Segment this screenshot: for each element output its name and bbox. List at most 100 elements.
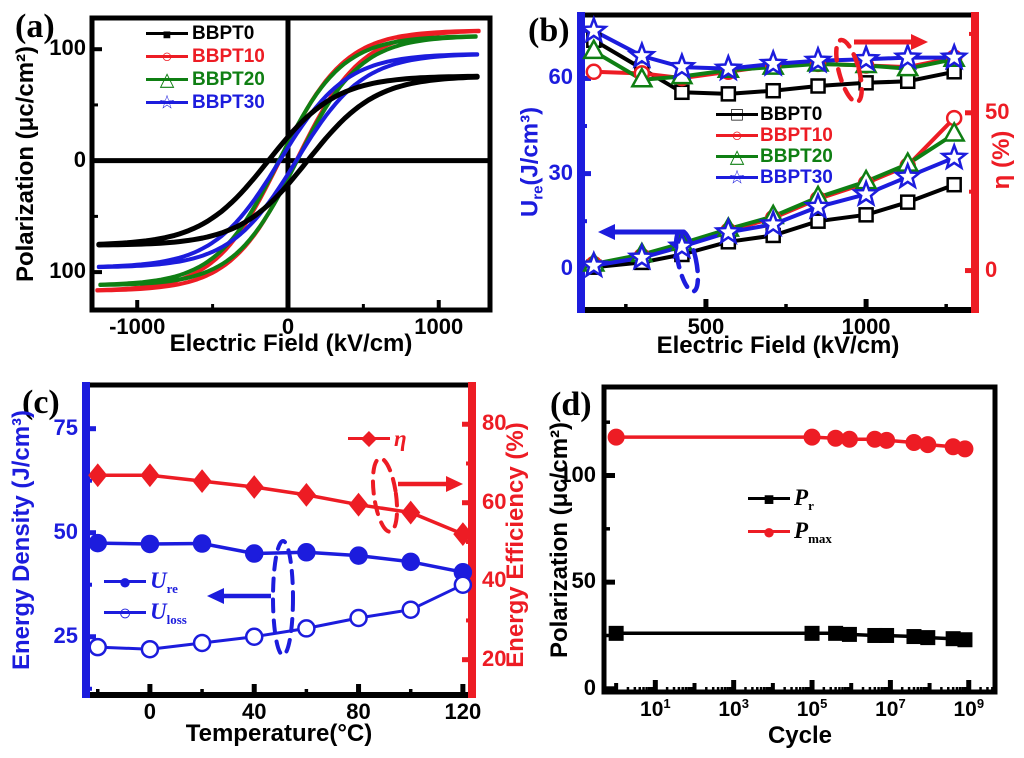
legend-label: η — [394, 425, 407, 451]
legend-item-bbpt20: △ BBPT20 — [716, 146, 833, 167]
panel-b-letter: (b) — [528, 12, 570, 49]
circle-open-icon: ○ — [716, 126, 758, 146]
legend-label: U — [150, 598, 167, 624]
panel-d-ytick-0: 0 — [583, 674, 596, 700]
panel-c-ytick-right-20: 20 — [482, 645, 507, 671]
legend-label: BBPT20 — [760, 146, 833, 167]
legend-item-bbpt10: ○ BBPT10 — [146, 45, 265, 68]
legend-item-bbpt0: □ BBPT0 — [716, 104, 833, 125]
panel-c-xtick-120: 120 — [444, 699, 482, 724]
panel-c-axes — [82, 382, 476, 698]
panel-c-annotations — [207, 456, 463, 657]
panel-b-ytick-left-0: 0 — [560, 254, 573, 280]
diamond-filled-icon: ◆ — [348, 428, 390, 449]
panel-a-axes — [89, 15, 493, 313]
b-ylabel-symbol: U — [516, 199, 544, 218]
legend-label: P — [794, 484, 809, 510]
panel-b-xtick-1000: 1000 — [841, 314, 891, 339]
legend-label: P — [794, 517, 809, 543]
panel-c-ytick-left-25: 25 — [53, 622, 78, 648]
square-filled-icon: ■ — [748, 489, 790, 509]
panel-d-letter: (d) — [550, 386, 592, 423]
square-open-icon: □ — [716, 105, 758, 125]
series-U_re — [88, 533, 473, 582]
panel-c-xtick-80: 80 — [346, 699, 371, 724]
series-eta — [88, 463, 473, 547]
legend-subscript: max — [808, 530, 832, 546]
series-P_max — [607, 428, 974, 458]
series-P_r — [608, 625, 973, 648]
legend-item-bbpt30: ☆ BBPT30 — [716, 167, 833, 188]
panel-c-ytick-right-80: 80 — [482, 410, 507, 436]
panel-c-xlabel: Temperature(°C) — [185, 720, 373, 747]
panel-d-axes — [601, 384, 998, 695]
panel-b-ylabel-right: η (%) — [988, 130, 1015, 190]
legend-item-eta: ◆ η — [348, 425, 407, 451]
circle-open-icon: ○ — [104, 601, 146, 623]
panel-c-ylabel-right: Energy Efficiency (%) — [502, 422, 529, 668]
panel-d-ytick-100: 100 — [559, 461, 596, 487]
triangle-open-icon: △ — [716, 147, 758, 167]
panel-b-xlabel: Electric Field (kV/cm) — [656, 332, 900, 359]
panel-d-series — [607, 428, 974, 648]
panel-c-series — [88, 463, 473, 659]
panel-a-ytick-100: 100 — [49, 258, 86, 284]
panel-a-legend: ■ BBPT0 ○ BBPT10 △ BBPT20 ☆ BBPT30 — [146, 22, 265, 114]
legend-label: U — [150, 567, 167, 593]
legend-item-ure: ● Ure — [104, 566, 187, 597]
b-ylabel-subscript: re — [529, 185, 547, 200]
panel-d-xlabel: Cycle — [767, 722, 833, 749]
loop-BBPT30 — [96, 52, 480, 270]
panel-b-ytick-left-30: 30 — [548, 159, 573, 185]
panel-a-ytick-0: 0 — [73, 146, 86, 172]
legend-label: BBPT0 — [760, 104, 823, 125]
panel-b-axes — [577, 12, 979, 313]
panel-c-xtick-0: 0 — [143, 699, 157, 724]
legend-item-pmax: ● Pmax — [748, 515, 832, 548]
panel-a-xtick-0: 0 — [281, 314, 295, 339]
legend-subscript: loss — [166, 611, 187, 627]
legend-item-pr: ■ Pr — [748, 482, 832, 515]
legend-label: BBPT0 — [192, 23, 255, 44]
panel-b-legend: □ BBPT0 ○ BBPT10 △ BBPT20 ☆ BBPT30 — [716, 104, 833, 188]
panel-d-ylabel: Polarization (μc/cm²) — [546, 421, 573, 659]
panel-c-legend: ● Ure ○ Uloss — [104, 566, 187, 628]
panel-b-ytick-right-0: 0 — [985, 256, 998, 282]
series-U_loss — [88, 575, 473, 659]
circle-filled-icon: ● — [748, 520, 790, 542]
panel-b-annotations — [598, 34, 928, 294]
panel-c-letter: (c) — [22, 384, 60, 421]
panel-c-ytick-right-60: 60 — [482, 488, 507, 514]
ure-markers-BBPT30 — [578, 141, 970, 279]
loop-BBPT10 — [95, 28, 481, 293]
panel-d-legend: ■ Pr ● Pmax — [748, 482, 832, 548]
panel-d-xtick-10e7: 107 — [875, 696, 906, 721]
loop-BBPT20 — [98, 34, 478, 287]
legend-item-bbpt20: △ BBPT20 — [146, 68, 265, 91]
panel-d-xtick-10e1: 101 — [640, 696, 671, 721]
legend-item-bbpt30: ☆ BBPT30 — [146, 91, 265, 114]
legend-subscript: re — [166, 580, 178, 596]
panel-d-xtick-10e3: 103 — [718, 696, 749, 721]
panel-c-ytick-left-75: 75 — [53, 414, 78, 440]
panel-c-eta-legend: ◆ η — [348, 425, 407, 451]
legend-label: BBPT20 — [192, 69, 265, 90]
panel-b-xtick-500: 500 — [687, 314, 725, 339]
eta-markers-BBPT30 — [578, 14, 970, 82]
panel-a-xtick--1000: -1000 — [109, 314, 166, 339]
legend-subscript: r — [808, 497, 814, 513]
panel-a-xlabel: Electric Field (kV/cm) — [169, 330, 413, 357]
legend-item-uloss: ○ Uloss — [104, 597, 187, 628]
panel-b-ytick-right-50: 50 — [985, 98, 1010, 124]
star-open-icon: ☆ — [146, 93, 188, 113]
panel-a-xtick-1000: 1000 — [414, 314, 464, 339]
panel-d-ytick-50: 50 — [571, 568, 596, 594]
panel-c-xtick-40: 40 — [241, 699, 267, 724]
circle-open-icon: ○ — [146, 47, 188, 67]
panel-a-ytick-100: 100 — [49, 35, 86, 61]
panel-a-letter: (a) — [15, 8, 55, 45]
panel-a-loops — [95, 28, 481, 293]
legend-label: BBPT10 — [760, 125, 833, 146]
panel-c-ytick-left-50: 50 — [53, 518, 78, 544]
